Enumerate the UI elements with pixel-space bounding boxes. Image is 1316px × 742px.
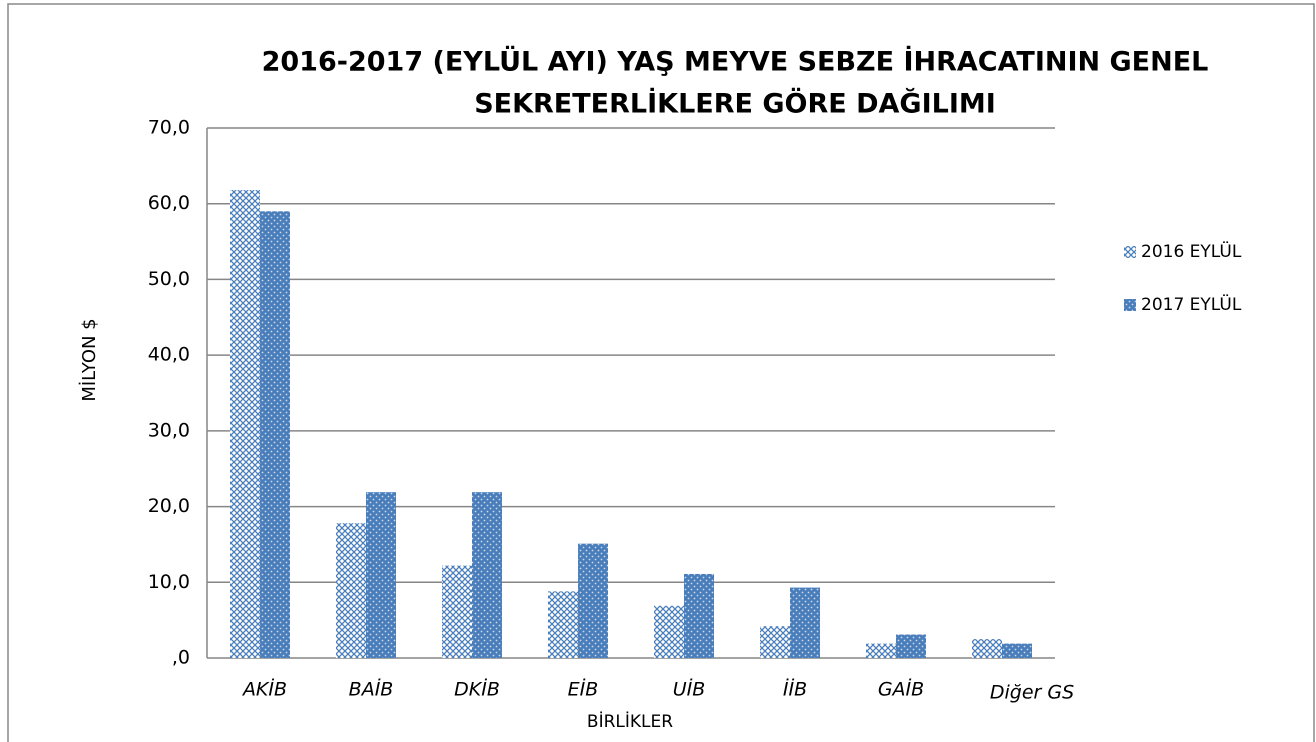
y-tick-label: 50,0 (148, 268, 190, 290)
x-tick-label: UİB (673, 678, 706, 701)
y-tick-label: 60,0 (148, 192, 190, 214)
x-tick-label: İİB (783, 678, 807, 701)
y-tick-label: 10,0 (148, 571, 190, 593)
bar (548, 591, 578, 658)
y-tick-label: 70,0 (148, 117, 190, 139)
bar (366, 492, 396, 658)
bar (472, 492, 502, 658)
y-tick-label: 30,0 (148, 419, 190, 441)
chart-title: SEKRETERLİKLERE GÖRE DAĞILIMI (474, 87, 996, 120)
y-tick-label: 20,0 (148, 495, 190, 517)
legend-swatch (1124, 299, 1136, 311)
y-axis-label: MİLYON $ (79, 318, 100, 401)
bar (896, 634, 926, 658)
chart-title: 2016-2017 (EYLÜL AYI) YAŞ MEYVE SEBZE İH… (262, 45, 1209, 78)
legend-label: 2017 EYLÜL (1141, 293, 1242, 315)
bar (1002, 643, 1032, 658)
x-tick-label: BAİB (349, 678, 394, 701)
bar (790, 587, 820, 658)
x-axis-label: BİRLİKLER (587, 711, 673, 732)
x-tick-label: AKİB (241, 678, 287, 701)
x-tick-label: GAİB (878, 678, 924, 701)
bar (442, 565, 472, 658)
chart-frame (7, 3, 1315, 742)
bar (578, 543, 608, 658)
x-tick-label: DKİB (454, 678, 500, 701)
x-tick-label: Diğer GS (990, 682, 1074, 704)
bar (760, 626, 790, 658)
bar (230, 190, 260, 659)
x-tick-label: EİB (568, 678, 599, 701)
bar (654, 605, 684, 658)
y-tick-label: 40,0 (148, 344, 190, 366)
bar (260, 211, 290, 659)
legend-swatch (1124, 246, 1136, 258)
bar (866, 643, 896, 658)
y-tick-label: ,0 (172, 647, 190, 669)
bar (972, 639, 1002, 658)
legend-label: 2016 EYLÜL (1141, 240, 1242, 262)
bar (336, 523, 366, 658)
bar (684, 573, 714, 658)
